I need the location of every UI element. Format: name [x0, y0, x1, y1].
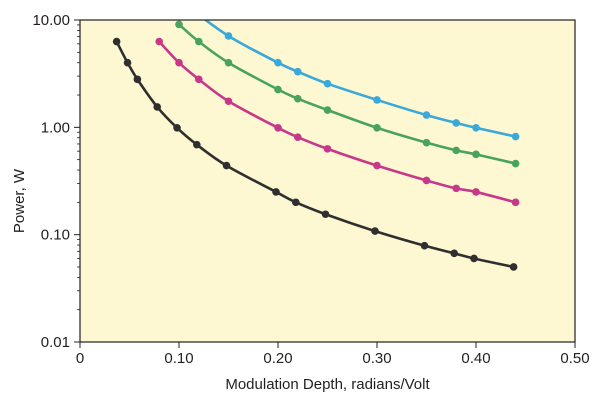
- data-point: [321, 210, 330, 219]
- data-point: [274, 85, 282, 94]
- x-tick-label: 0.30: [362, 350, 391, 367]
- data-point: [153, 103, 162, 111]
- data-point: [274, 58, 282, 67]
- data-point: [323, 106, 332, 114]
- data-point: [222, 161, 231, 170]
- data-point: [470, 254, 478, 263]
- y-tick-label: 1.00: [41, 119, 70, 136]
- data-point: [373, 96, 381, 104]
- data-point: [133, 75, 142, 84]
- data-point: [195, 37, 203, 46]
- y-tick-label: 0.01: [41, 334, 70, 351]
- data-point: [509, 263, 518, 271]
- data-point: [224, 32, 233, 40]
- data-point: [452, 146, 461, 155]
- data-point: [511, 159, 520, 168]
- x-axis-title: Modulation Depth, radians/Volt: [225, 376, 430, 393]
- x-tick-label: 0.20: [263, 350, 292, 367]
- data-point: [323, 79, 332, 88]
- data-point: [294, 133, 302, 141]
- data-point: [224, 58, 233, 67]
- x-tick-label: 0.40: [461, 350, 490, 367]
- data-point: [195, 75, 203, 84]
- data-point: [272, 188, 280, 196]
- plot-frame: [79, 19, 576, 343]
- data-point: [373, 124, 381, 132]
- data-point: [472, 188, 480, 196]
- data-point: [112, 37, 121, 46]
- data-point: [472, 124, 480, 132]
- data-point: [175, 58, 183, 67]
- series-1: [203, 20, 520, 141]
- data-point: [511, 132, 520, 141]
- plot-area: [80, 20, 575, 342]
- data-point: [420, 241, 429, 250]
- data-point: [511, 198, 520, 207]
- data-point: [294, 67, 302, 76]
- tick-labels: 0 0.10 0.20 0.30 0.40 0.50 0.01 0.10 1.00 10.00: [32, 12, 589, 367]
- data-point: [123, 58, 132, 67]
- data-point: [292, 198, 300, 207]
- y-tick-label: 0.10: [41, 227, 70, 244]
- y-tick-label: 10.00: [32, 12, 70, 29]
- data-point: [155, 37, 163, 46]
- data-point: [294, 94, 302, 103]
- series-4: [112, 37, 518, 271]
- data-point: [224, 97, 233, 106]
- data-point: [422, 138, 431, 147]
- data-point: [193, 140, 201, 149]
- x-tick-label: 0: [76, 350, 84, 367]
- data-point: [373, 161, 381, 170]
- data-point: [274, 124, 282, 132]
- series-3: [155, 37, 520, 207]
- data-point: [422, 111, 431, 119]
- x-tick-label: 0.10: [164, 350, 193, 367]
- data-point: [452, 119, 461, 127]
- data-point: [173, 124, 181, 132]
- data-point: [175, 20, 183, 29]
- data-point: [450, 249, 459, 258]
- series-2: [175, 20, 520, 168]
- data-point: [371, 227, 379, 235]
- x-tick-label: 0.50: [560, 350, 589, 367]
- series-layer: [112, 20, 520, 271]
- y-axis-title: Power, W: [11, 168, 28, 233]
- data-point: [422, 176, 431, 185]
- series-line: [203, 20, 517, 138]
- data-point: [472, 150, 480, 159]
- data-point: [452, 184, 461, 193]
- data-point: [323, 145, 332, 153]
